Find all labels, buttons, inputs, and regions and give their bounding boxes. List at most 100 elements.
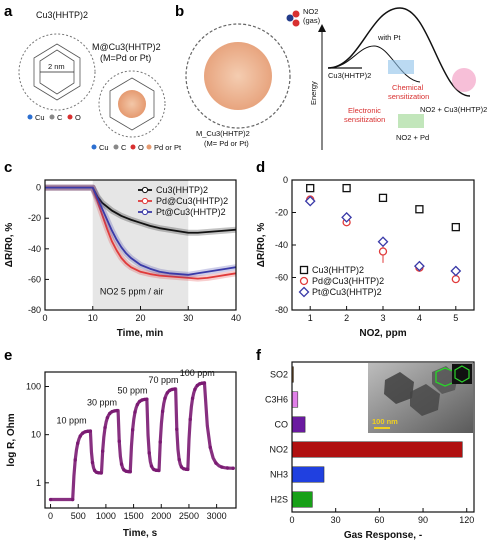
panel-c-xtick-label-0: 0 — [42, 313, 47, 323]
panel-c-legend-marker-1 — [141, 197, 149, 205]
panel-e-point-58 — [135, 402, 140, 407]
panel-e-point-118 — [208, 445, 212, 449]
panel-f-xtick-label-4: 120 — [459, 515, 474, 525]
panel-e-ylabel: log R, Ohm — [6, 413, 17, 466]
electronic-label: Electronic — [348, 106, 381, 115]
panel-f-category-label-5: H2S — [270, 495, 288, 505]
panel-d-ylabel: ΔR/R0, % — [256, 223, 267, 268]
panel-f-bar-4 — [291, 466, 325, 483]
cu-atom-icon — [91, 144, 97, 150]
o-atom-icon — [130, 144, 136, 150]
with-pt-label: with Pt — [377, 33, 401, 42]
panel-f-category-label-0: SO2 — [270, 370, 288, 380]
panel-e-point-10 — [81, 431, 85, 435]
panel-c-ytick-label-3: -60 — [28, 274, 41, 284]
panel-f-bar-3 — [291, 441, 463, 458]
panel-e-point-92 — [175, 427, 179, 432]
panel-e-point-70 — [149, 464, 154, 468]
pore-size-label: 2 nm — [48, 62, 65, 71]
panel-f-xtick-label-2: 60 — [374, 515, 384, 525]
panel-d-ytick-label-0: 0 — [283, 175, 288, 185]
c-atom-icon — [113, 144, 119, 150]
panel-e-point-6 — [76, 441, 80, 445]
product-pd-label: NO2 + Pd — [396, 133, 429, 142]
panel-c-annotation: NO2 5 ppm / air — [100, 287, 164, 297]
panel-label-c: c — [4, 159, 12, 176]
panel-e-point-126 — [231, 466, 235, 470]
panel-e-point-106 — [190, 396, 195, 400]
energy-axis-arrowhead — [318, 24, 326, 32]
panel-e-annotation-0: 10 ppm — [57, 416, 87, 426]
panel-d-point-2-3 — [413, 260, 425, 272]
panel-d-point-2-4 — [450, 265, 462, 277]
panel-e-xtick-label-2: 1000 — [96, 511, 116, 521]
panel-d-xtick-label-3: 4 — [417, 313, 422, 323]
panel-e-point-94 — [177, 457, 181, 462]
panel-c-legend-label-2: Pt@Cu3(HHTP)2 — [156, 207, 226, 217]
panel-e-annotation-2: 50 ppm — [117, 385, 147, 395]
legend-o-2: O — [138, 143, 144, 152]
panel-d-xtick-label-0: 1 — [308, 313, 313, 323]
panel-a-top-formula: Cu3(HHTP)2 — [36, 10, 88, 20]
panel-e-point-44 — [119, 462, 124, 466]
legend-o: O — [75, 113, 81, 122]
panel-label-b: b — [175, 3, 184, 20]
panel-label-e: e — [4, 347, 12, 364]
particle-note: (M= Pd or Pt) — [204, 139, 249, 148]
legend-pdpt: Pd or Pt — [154, 143, 182, 152]
mof-pore-circle — [18, 33, 96, 111]
energy-profile-curve — [327, 7, 471, 97]
panel-d-point-0-0 — [306, 183, 315, 193]
panel-a-bottom-legend: Cu C O Pd or Pt — [91, 143, 182, 152]
panel-e-point-66 — [145, 397, 149, 401]
panel-d-xtick-label-1: 2 — [344, 313, 349, 323]
panel-e-point-122 — [220, 465, 224, 469]
legend-cu-2: Cu — [99, 143, 109, 152]
panel-d-ytick-label-4: -80 — [275, 305, 288, 315]
gas-note: (gas) — [303, 16, 321, 25]
panel-e-point-0 — [48, 497, 53, 502]
panel-d-point-1-4 — [451, 274, 460, 284]
panel-a-bottom-formula: M@Cu3(HHTP)2 — [92, 42, 161, 52]
panel-e-point-96 — [179, 465, 184, 469]
panel-e-annotation-1: 30 ppm — [87, 398, 117, 408]
panel-e-ticks: 0 500 1000 1500 2000 2500 3000 1 10 100 — [26, 381, 227, 521]
panel-d-ytick-label-1: -20 — [275, 208, 288, 218]
panel-d-point-2-1 — [341, 211, 353, 223]
panel-c-xtick-label-1: 10 — [88, 313, 98, 323]
panel-e-point-120 — [214, 461, 218, 465]
panel-d-legend-label-0: Cu3(HHTP)2 — [312, 265, 364, 275]
energy-profile-pt-curve — [327, 45, 421, 83]
panel-f-xtick-label-1: 30 — [331, 515, 341, 525]
panel-e-point-82 — [163, 396, 167, 401]
panel-b: b NO2 (gas) M_Cu3(HHTP)2 (M= Pd or Pt) E… — [175, 3, 487, 150]
panel-c-xtick-label-3: 30 — [183, 313, 193, 323]
panel-e-point-124 — [225, 466, 230, 470]
panel-e-point-68 — [147, 451, 151, 455]
panel-a-bottom-note: (M=Pd or Pt) — [100, 53, 151, 63]
panel-f-xtick-label-3: 90 — [418, 515, 428, 525]
panel-d-ytick-label-3: -60 — [275, 273, 288, 283]
panel-d-frame — [291, 179, 475, 311]
panel-d-xtick-label-2: 3 — [380, 313, 385, 323]
panel-d-legend-label-1: Pd@Cu3(HHTP)2 — [312, 276, 384, 286]
panel-e-point-34 — [108, 411, 112, 416]
panel-e-point-54 — [130, 428, 135, 432]
panel-e-point-116 — [202, 381, 207, 385]
no2-molecule-icon — [286, 10, 300, 27]
panel-f-bar-1 — [291, 391, 299, 408]
panel-d-legend: Cu3(HHTP)2Pd@Cu3(HHTP)2Pt@Cu3(HHTP)2 — [298, 265, 384, 298]
panel-d-series — [304, 183, 462, 284]
panel-f-xlabel: Gas Response, - — [344, 530, 422, 541]
panel-label-a: a — [4, 3, 13, 20]
panel-e-point-12 — [83, 430, 88, 434]
panel-e-ytick-label-2: 100 — [26, 381, 41, 391]
panel-f-bars: SO2 C3H6 CO NO2 NH3 H2S — [265, 366, 463, 508]
panel-c-ytick-label-0: 0 — [36, 183, 41, 193]
mof-level-label: Cu3(HHTP)2 — [328, 71, 371, 80]
panel-a-top-legend: Cu C O — [27, 113, 81, 122]
panel-e-point-2 — [70, 497, 75, 502]
np-mof-circle — [98, 70, 166, 138]
